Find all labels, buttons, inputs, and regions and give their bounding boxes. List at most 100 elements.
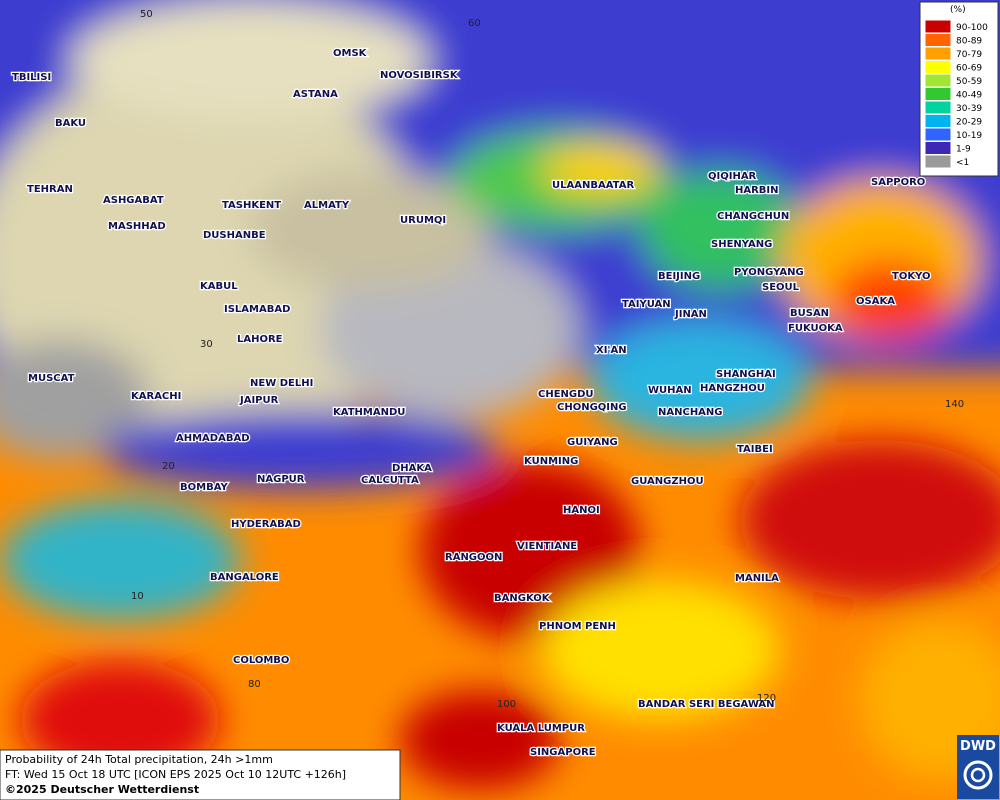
city-label: JAIPUR: [239, 395, 279, 406]
grid-label: 80: [248, 679, 261, 690]
city-label: KABUL: [200, 281, 238, 292]
city-label: AHMADABAD: [176, 433, 250, 444]
city-label: BANGALORE: [210, 572, 279, 583]
city-label: FUKUOKA: [788, 323, 843, 334]
legend-label: 80-89: [956, 37, 982, 47]
legend-label: 20-29: [956, 118, 982, 128]
city-label: ASHGABAT: [103, 195, 164, 206]
legend-swatch: [924, 60, 952, 74]
city-label: HARBIN: [735, 185, 779, 196]
grid-label: 140: [945, 399, 964, 410]
city-label: KUALA LUMPUR: [497, 723, 585, 734]
city-label: LAHORE: [237, 334, 283, 345]
city-label: XI'AN: [596, 345, 627, 356]
legend-swatch: [924, 46, 952, 61]
legend-label: 10-19: [956, 131, 982, 141]
city-label: BANDAR SERI BEGAWAN: [638, 699, 775, 710]
city-label: MUSCAT: [28, 373, 75, 384]
legend-label: 30-39: [956, 104, 982, 114]
city-label: DHAKA: [392, 463, 432, 474]
city-label: CHONGQING: [557, 402, 627, 413]
city-label: BAKU: [55, 118, 86, 129]
city-label: RANGOON: [445, 552, 502, 563]
city-label: TASHKENT: [222, 200, 281, 211]
city-label: PHNOM PENH: [539, 621, 616, 632]
city-label: GUANGZHOU: [631, 476, 704, 487]
legend-swatch: [924, 127, 952, 142]
legend-title: (%): [950, 5, 966, 15]
city-label: BANGKOK: [494, 593, 551, 604]
city-label: COLOMBO: [233, 655, 289, 666]
city-label: SINGAPORE: [530, 747, 596, 758]
city-label: KUNMING: [524, 456, 578, 467]
city-label: URUMQI: [400, 215, 446, 226]
city-label: CALCUTTA: [361, 475, 419, 486]
labels: OMSK NOVOSIBIRSK ASTANA TBILISI BAKU TEHRAN AS…: [11, 9, 964, 759]
city-label: SHANGHAI: [716, 369, 776, 380]
legend-swatch: [924, 87, 952, 101]
city-label: TAIBEI: [737, 444, 773, 455]
legend-label: 90-100: [956, 23, 988, 33]
city-label: ALMATY: [304, 200, 350, 211]
legend-swatch: [924, 100, 952, 115]
city-label: JINAN: [674, 309, 707, 320]
grid-label: 60: [468, 18, 481, 29]
city-label: OMSK: [333, 48, 368, 59]
legend-swatch: [924, 141, 952, 155]
city-label: BOMBAY: [180, 482, 228, 493]
city-label: OSAKA: [856, 296, 895, 307]
legend-label: <1: [956, 158, 969, 168]
footer: Probability of 24h Total precipitation, …: [0, 749, 401, 800]
grid-label: 20: [162, 461, 175, 472]
legend-label: 1-9: [956, 145, 971, 155]
city-label: NANCHANG: [658, 407, 723, 418]
legend-label: 60-69: [956, 64, 982, 74]
logo-text: DWD: [960, 739, 996, 754]
city-label: SHENYANG: [711, 239, 772, 250]
legend-swatch: [924, 19, 952, 34]
footer-line: FT: Wed 15 Oct 18 UTC [ICON EPS 2025 Oct…: [5, 768, 346, 781]
city-label: ASTANA: [293, 89, 338, 100]
city-label: HANOI: [563, 505, 600, 516]
legend-label: 40-49: [956, 91, 982, 101]
legend-swatch: [924, 154, 952, 169]
city-label: KATHMANDU: [333, 407, 405, 418]
city-label: HANGZHOU: [700, 383, 765, 394]
city-label: BUSAN: [790, 308, 829, 319]
city-label: TBILISI: [12, 72, 51, 83]
grid-label: 120: [757, 693, 776, 704]
city-label: CHANGCHUN: [717, 211, 789, 222]
city-label: BEIJING: [658, 271, 700, 282]
grid-label: 100: [497, 699, 516, 710]
grid-label: 30: [200, 339, 213, 350]
city-label: DUSHANBE: [203, 230, 266, 241]
logo: DWD: [957, 735, 999, 799]
legend-swatch: [924, 73, 952, 88]
city-label: PYONGYANG: [734, 267, 804, 278]
footer-line: Probability of 24h Total precipitation, …: [5, 753, 273, 766]
city-label: HYDERABAD: [231, 519, 301, 530]
city-label: TEHRAN: [27, 184, 73, 195]
legend-swatch: [924, 33, 952, 47]
legend-label: 50-59: [956, 77, 982, 87]
city-label: QIQIHAR: [708, 171, 757, 182]
city-label: GUIYANG: [567, 437, 618, 448]
city-label: SAPPORO: [871, 177, 925, 188]
grid-label: 50: [140, 9, 153, 20]
city-label: TAIYUAN: [622, 299, 671, 310]
city-label: CHENGDU: [538, 389, 594, 400]
footer-line: ©2025 Deutscher Wetterdienst: [5, 783, 199, 796]
city-label: VIENTIANE: [517, 541, 577, 552]
legend-label: 70-79: [956, 50, 982, 60]
city-label: SEOUL: [762, 282, 800, 293]
grid-label: 10: [131, 591, 144, 602]
city-label: NEW DELHI: [250, 378, 313, 389]
city-label: ISLAMABAD: [224, 304, 290, 315]
city-label: MANILA: [735, 573, 779, 584]
city-label: NOVOSIBIRSK: [380, 70, 459, 81]
city-label: NAGPUR: [257, 474, 305, 485]
legend: (%) 90-100 80-89 70-79 60-69 50-59 40-49 30-39…: [919, 1, 999, 177]
city-label: KARACHI: [131, 391, 181, 402]
